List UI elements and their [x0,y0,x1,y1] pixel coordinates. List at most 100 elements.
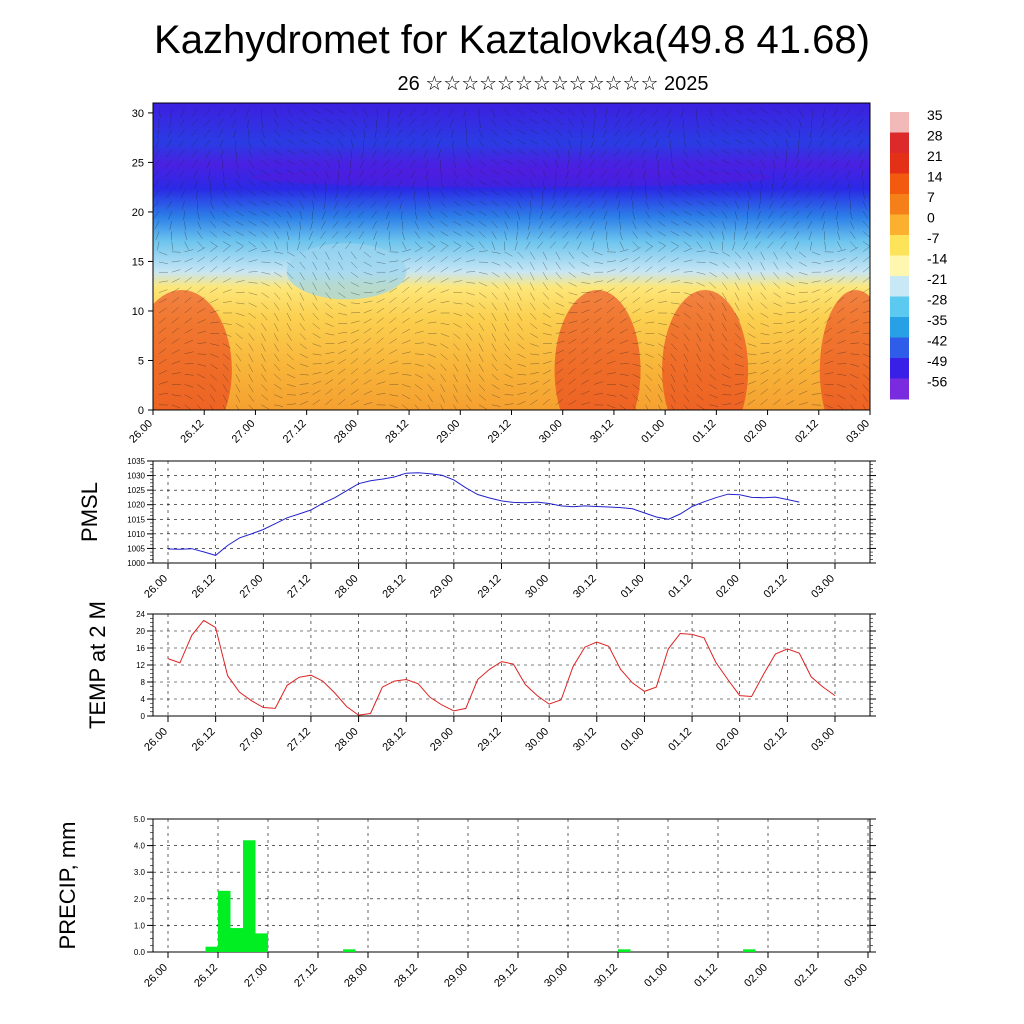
wind-barb [197,353,207,355]
wind-barb [594,327,602,334]
wind-barb [786,320,795,324]
wind-barb [850,256,858,263]
wind-barb [849,210,853,220]
wind-barb [786,338,795,344]
colorbar-label: -14 [927,251,947,267]
wind-barb [178,139,185,147]
wind-barb [184,384,194,388]
wind-barb [402,267,411,273]
wind-barb [312,200,315,210]
wind-barb [274,139,281,146]
y-tick-label: 0 [138,405,144,417]
wind-barb [542,272,548,281]
wind-barb [363,282,373,284]
wind-barb [235,257,244,263]
wind-barb [338,388,346,395]
wind-barb [440,289,450,293]
wind-barb [619,296,627,303]
wind-barb [824,278,833,283]
wind-barb [248,271,258,273]
wind-barb [517,373,527,376]
wind-barb [657,404,662,410]
wind-barb [822,221,825,231]
wind-barb [204,108,211,116]
wind-barb [780,241,787,249]
wind-barb [386,119,390,128]
wind-barb [154,149,160,158]
wind-barb [504,403,514,406]
wind-barb [722,261,730,268]
wind-barb [274,169,283,175]
wind-barb [209,394,216,403]
wind-barb [747,282,753,291]
wind-barb [414,247,423,253]
precip-bar [205,946,218,952]
wind-barb [440,256,448,263]
wind-barb [757,210,761,220]
wind-barb [478,374,485,382]
wind-barb [645,384,652,392]
wind-barb [824,338,833,344]
wind-barb [798,271,808,276]
wind-barb [602,200,608,209]
wind-barb [169,221,173,231]
wind-barb [478,231,486,238]
wind-barb [760,379,769,385]
wind-barb [363,368,372,375]
wind-barb [862,363,870,370]
wind-barb [171,260,181,263]
wind-barb [184,307,192,314]
wind-barb [312,343,322,347]
wind-barb [696,159,704,167]
wind-barb [760,149,767,157]
wind-barb [619,328,628,334]
wind-barb [396,159,403,168]
wind-barb [824,349,833,355]
page-title: Kazhydromet for Kaztalovka(49.8 41.68) [154,18,870,62]
wind-barb [414,221,419,230]
wind-barb [588,180,595,188]
wind-barb [440,245,448,252]
wind-barb [165,170,172,178]
wind-barb [658,322,668,326]
wind-barb [346,180,352,189]
wind-barb [722,403,732,406]
wind-barb [158,108,161,118]
wind-barb [734,170,743,177]
wind-barb [383,190,390,199]
wind-barb [414,394,422,402]
wind-barb [670,149,673,159]
wind-barb [632,342,642,344]
precip-chart: 0.01.02.03.04.05.026.00 26.12 27.00 27.12 28… [55,815,876,990]
wind-barb [709,384,718,390]
wind-barb [696,250,706,253]
wind-barb [440,200,447,208]
plot-frame [152,460,871,564]
wind-barb [427,404,431,410]
wind-barb [222,266,231,273]
wind-barb [222,241,231,247]
colorbar-segment [890,255,909,277]
wind-barb [670,374,676,383]
wind-barb [862,287,870,293]
wind-barb [837,241,842,250]
wind-barb [798,282,808,284]
wind-barb [683,363,689,373]
wind-barb [401,231,405,241]
wind-barb [709,343,715,352]
wind-barb [540,200,544,210]
wind-barb [785,139,789,149]
wind-barb [261,119,264,129]
wind-barb [696,129,701,138]
wind-barb [248,282,258,284]
wind-barb [466,404,472,410]
wind-barb [568,378,576,385]
wind-barb [542,302,550,309]
wind-barb [335,190,339,200]
wind-barb [760,360,770,365]
wind-barb [831,149,838,157]
wind-barb [668,129,672,139]
wind-barb [805,180,812,188]
wind-barb [601,190,608,199]
wind-barb [850,363,859,367]
